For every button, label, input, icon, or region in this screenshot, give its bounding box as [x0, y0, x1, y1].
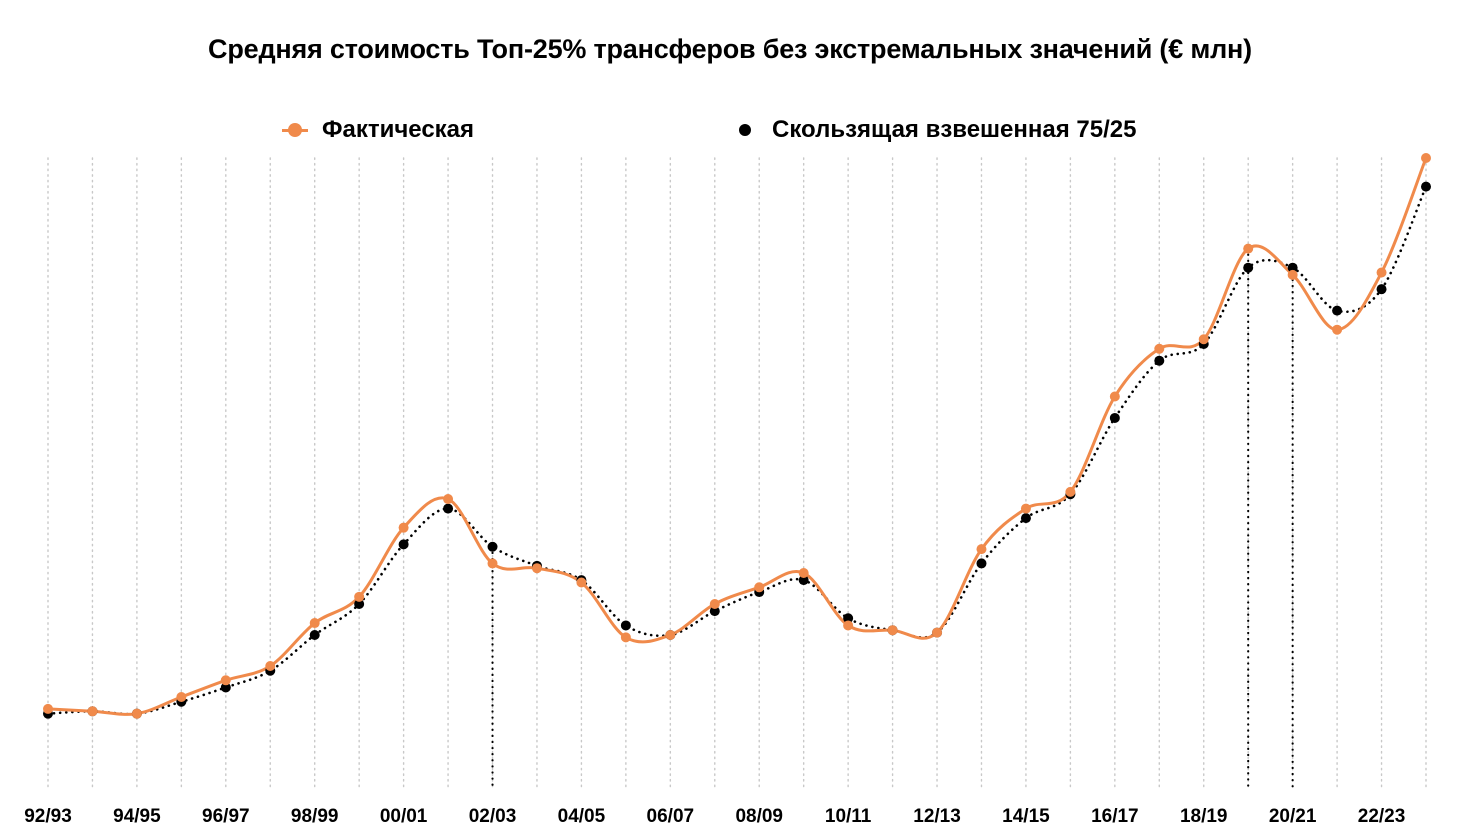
x-tick-label-18/19: 18/19 [1180, 806, 1228, 827]
x-tick-label-16/17: 16/17 [1091, 806, 1139, 827]
legend-label-actual: Фактическая [322, 116, 475, 143]
x-tick-label-12/13: 12/13 [913, 806, 961, 827]
chart-title: Средняя стоимость Топ-25% трансферов без… [208, 34, 1252, 64]
x-tick-label-06/07: 06/07 [647, 806, 695, 827]
point-weighted-23/24 [1421, 181, 1431, 192]
point-actual-02/03 [487, 558, 498, 569]
point-actual-15/16 [1065, 486, 1076, 497]
legend-marker-actual [282, 117, 308, 143]
point-actual-14/15 [1020, 503, 1031, 514]
point-actual-07/08 [709, 598, 720, 609]
point-actual-98/99 [309, 618, 320, 629]
point-weighted-19/20 [1243, 262, 1254, 273]
point-actual-13/14 [976, 544, 987, 555]
point-actual-93/94 [87, 706, 98, 717]
point-actual-96/97 [220, 675, 231, 686]
point-actual-01/02 [443, 494, 454, 505]
series-line-weighted [46, 185, 1428, 716]
x-tick-label-98/99: 98/99 [291, 806, 339, 827]
point-weighted-10/11 [843, 613, 854, 624]
point-weighted-09/10 [798, 575, 809, 586]
point-actual-23/24 [1421, 153, 1431, 163]
point-weighted-96/97 [220, 682, 231, 693]
point-actual-94/95 [131, 708, 142, 719]
point-weighted-13/14 [976, 558, 987, 569]
x-tick-label-02/03: 02/03 [469, 806, 517, 827]
point-actual-20/21 [1287, 269, 1298, 280]
point-weighted-21/22 [1332, 305, 1343, 316]
point-actual-18/19 [1198, 334, 1209, 345]
point-weighted-07/08 [709, 606, 720, 617]
point-actual-16/17 [1109, 391, 1120, 402]
point-weighted-01/02 [443, 503, 454, 514]
legend-item-weighted: Скользящая взвешенная 75/25 [732, 113, 1136, 147]
point-actual-04/05 [576, 577, 587, 588]
point-weighted-99/00 [354, 598, 365, 609]
point-actual-17/18 [1154, 343, 1165, 354]
point-weighted-22/23 [1376, 284, 1387, 295]
point-actual-95/96 [176, 691, 187, 702]
point-weighted-98/99 [309, 629, 320, 640]
x-tick-label-00/01: 00/01 [380, 806, 428, 827]
point-actual-05/06 [620, 632, 631, 643]
point-actual-09/10 [798, 567, 809, 578]
legend-marker-weighted [732, 117, 758, 143]
point-actual-00/01 [398, 522, 409, 533]
point-actual-19/20 [1243, 243, 1254, 254]
point-actual-22/23 [1376, 267, 1387, 278]
point-weighted-14/15 [1020, 513, 1031, 524]
legend-item-actual: Фактическая [282, 113, 474, 147]
x-tick-label-94/95: 94/95 [113, 806, 161, 827]
x-tick-label-04/05: 04/05 [558, 806, 606, 827]
series-line-actual [47, 157, 1428, 716]
point-actual-99/00 [354, 591, 365, 602]
point-weighted-00/01 [398, 539, 409, 550]
x-tick-label-10/11: 10/11 [825, 806, 872, 827]
x-tick-label-08/09: 08/09 [735, 806, 783, 827]
point-weighted-20/21 [1287, 262, 1298, 273]
point-actual-12/13 [932, 627, 943, 638]
point-actual-11/12 [887, 625, 898, 636]
point-weighted-02/03 [487, 541, 498, 552]
point-actual-08/09 [754, 582, 765, 593]
point-actual-06/07 [665, 629, 676, 640]
point-weighted-05/06 [620, 620, 631, 631]
point-actual-21/22 [1332, 324, 1343, 335]
point-actual-10/11 [843, 620, 854, 631]
x-tick-label-96/97: 96/97 [202, 806, 250, 827]
x-tick-label-20/21: 20/21 [1269, 806, 1317, 827]
legend-label-weighted: Скользящая взвешенная 75/25 [772, 116, 1137, 143]
point-weighted-17/18 [1154, 355, 1165, 366]
point-actual-97/98 [265, 660, 276, 671]
point-actual-92/93 [43, 703, 53, 714]
x-tick-label-14/15: 14/15 [1002, 806, 1050, 827]
point-actual-03/04 [531, 563, 542, 574]
x-tick-label-22/23: 22/23 [1358, 806, 1406, 827]
point-weighted-16/17 [1109, 412, 1120, 423]
x-tick-label-92/93: 92/93 [24, 806, 72, 827]
